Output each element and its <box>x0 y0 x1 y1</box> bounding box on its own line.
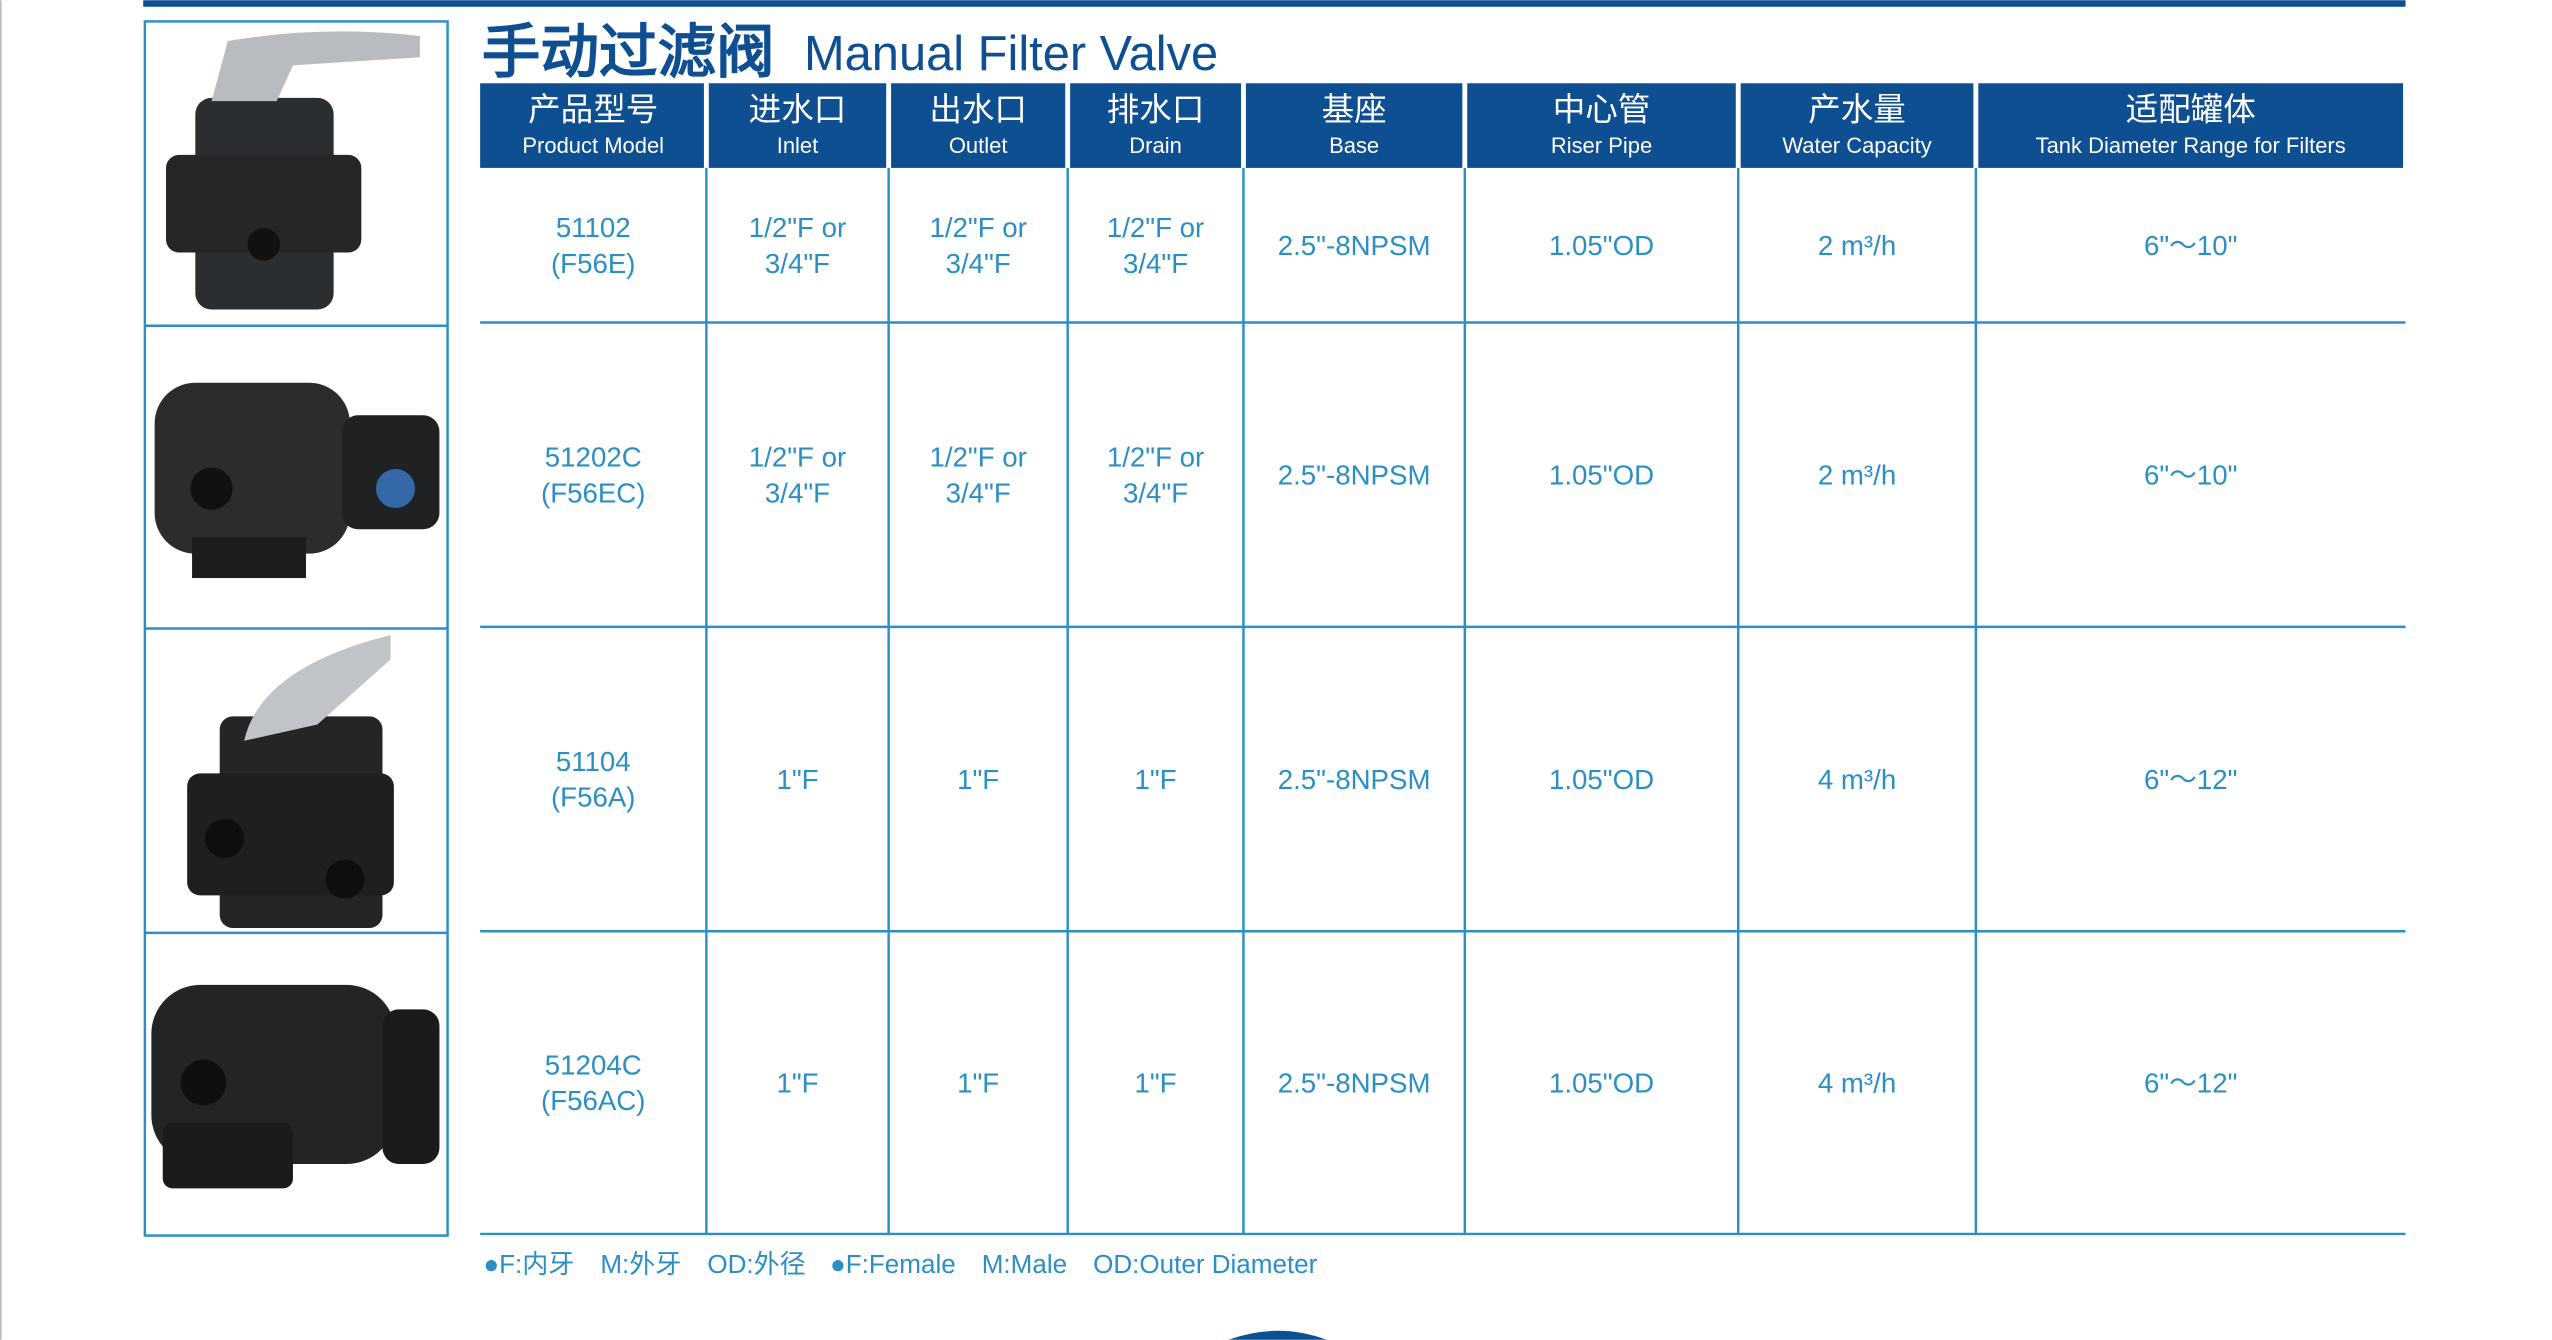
cell-text: 2 m³/h <box>1818 459 1896 490</box>
header-cn: 适配罐体 <box>2126 92 2256 128</box>
cell-text: (F56E) <box>551 248 636 279</box>
valve-image <box>154 382 440 579</box>
cell-text: 3/4"F <box>1123 248 1188 279</box>
header-cn: 产品型号 <box>528 92 658 128</box>
header-en: Outlet <box>949 133 1008 158</box>
cell-text: 1"F <box>1135 1067 1177 1098</box>
header-en: Product Model <box>522 133 664 158</box>
cell-text: 2.5"-8NPSM <box>1278 230 1431 261</box>
cell-text: 1"F <box>776 1067 818 1098</box>
header-cell <box>1740 83 1974 168</box>
header-cn: 基座 <box>1322 92 1387 128</box>
header-en: Riser Pipe <box>1551 133 1652 158</box>
cell-text: 6"～10" <box>2144 230 2237 261</box>
header-cell <box>1467 83 1736 168</box>
header-cn: 中心管 <box>1553 92 1651 128</box>
cell-text: 2 m³/h <box>1818 230 1896 261</box>
cell-text: 1"F <box>957 764 999 795</box>
header-cn: 进水口 <box>749 92 847 128</box>
top-rule <box>143 0 2406 7</box>
cell-text: 4 m³/h <box>1818 1067 1896 1098</box>
cell-text: 1/2"F or <box>1107 442 1204 473</box>
cell-text: 1.05"OD <box>1549 764 1654 795</box>
header-cell <box>1245 83 1463 168</box>
header-en: Drain <box>1129 133 1182 158</box>
cell-text: 3/4"F <box>946 477 1011 508</box>
cell-text: 1/2"F or <box>929 442 1026 473</box>
cell-text: 51202C <box>545 442 642 473</box>
header-en: Tank Diameter Range for Filters <box>2036 133 2346 158</box>
cell-text: 3/4"F <box>1123 477 1188 508</box>
cell-text: 3/4"F <box>946 248 1011 279</box>
cell-text: 51102 <box>556 212 631 243</box>
valve-image <box>187 635 394 928</box>
cell-text: 1"F <box>957 1067 999 1098</box>
image-frames <box>143 20 449 1237</box>
header-cell <box>1070 83 1242 168</box>
cell-text: 6"～12" <box>2144 1067 2237 1098</box>
footnote-cn: ●F:内牙 M:外牙 OD:外径 <box>483 1249 805 1279</box>
cell-text: (F56AC) <box>541 1085 646 1116</box>
header-cell <box>891 83 1066 168</box>
cell-text: 1"F <box>1135 764 1177 795</box>
cell-text: 6"～10" <box>2144 459 2237 490</box>
header-en: Inlet <box>777 133 819 158</box>
header-en: Base <box>1329 133 1379 158</box>
cell-text: 2.5"-8NPSM <box>1278 1067 1431 1098</box>
cell-text: 51104 <box>556 746 631 777</box>
cell-text: (F56A) <box>551 782 636 813</box>
cell-text: 1.05"OD <box>1549 230 1654 261</box>
cell-text: 1.05"OD <box>1549 1067 1654 1098</box>
header-cell <box>1978 83 2404 168</box>
header-cn: 排水口 <box>1107 92 1205 128</box>
cell-text: 1/2"F or <box>929 212 1026 243</box>
header-en: Water Capacity <box>1782 133 1931 158</box>
cell-text: 2.5"-8NPSM <box>1278 764 1431 795</box>
cell-text: 1/2"F or <box>749 212 846 243</box>
table: 产品型号 Product Model 进水口 Inlet 出水口 Outlet 排水口 Dra… <box>480 83 2406 1236</box>
title-en: Manual Filter Valve <box>804 27 1218 81</box>
cell-text: 1.05"OD <box>1549 459 1654 490</box>
cell-text: 4 m³/h <box>1818 764 1896 795</box>
header-cell <box>708 83 887 168</box>
header-cn: 产水量 <box>1808 92 1906 128</box>
cell-text: (F56EC) <box>541 477 646 508</box>
header-cell <box>480 83 704 168</box>
cell-text: 6"～12" <box>2144 764 2237 795</box>
cell-text: 1/2"F or <box>1107 212 1204 243</box>
title-cn: 手动过滤阀 <box>482 20 775 85</box>
cell-text: 3/4"F <box>765 248 830 279</box>
footnote-en: ●F:Female M:Male OD:Outer Diameter <box>830 1249 1318 1279</box>
bottom-ornament <box>1228 1330 1327 1340</box>
cell-text: 51204C <box>545 1049 642 1080</box>
cell-text: 1/2"F or <box>749 442 846 473</box>
valve-image <box>151 984 440 1189</box>
cell-text: 1"F <box>776 764 818 795</box>
header-cn: 出水口 <box>929 92 1027 128</box>
cell-text: 3/4"F <box>765 477 830 508</box>
cell-text: 2.5"-8NPSM <box>1278 459 1431 490</box>
valve-image <box>166 31 420 310</box>
